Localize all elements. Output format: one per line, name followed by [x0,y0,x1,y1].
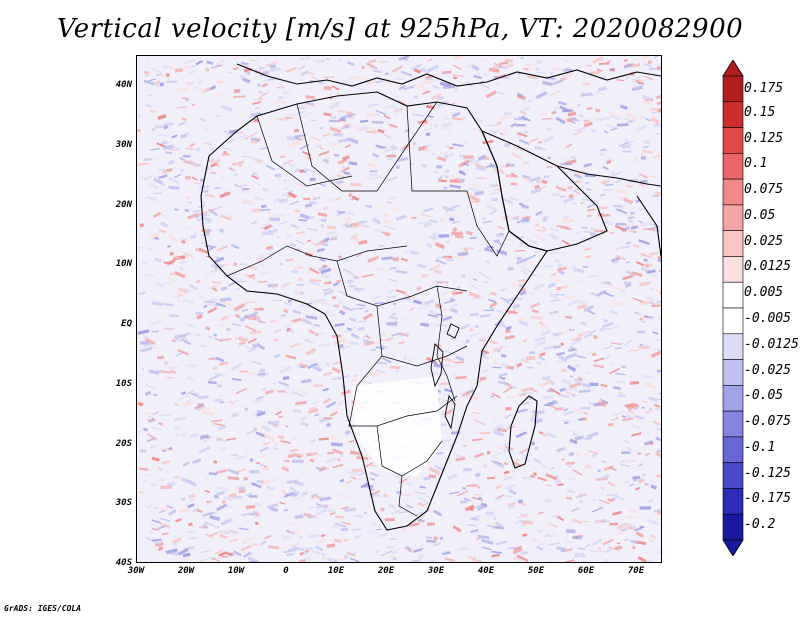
colorbar-label: 0.125 [744,130,784,146]
colorbar-label: 0.075 [744,182,784,198]
colorbar-label: -0.05 [744,388,784,404]
colorbar-min-arrow [722,539,744,556]
lat-tick-label: 40S [115,558,132,568]
colorbar-label: 0.0125 [744,259,791,275]
colorbar-label: 0.175 [744,81,784,96]
lat-tick-label: 10S [115,378,132,389]
lat-tick-label: EQ [121,319,132,329]
colorbar-segment [722,385,744,412]
lat-tick-label: 30N [115,139,132,150]
lon-tick-label: 20W [177,566,195,576]
grads-credit: GrADS: IGES/COLA [4,604,82,613]
lon-tick-label: 30W [127,566,145,576]
colorbar-segment [722,307,744,335]
colorbar-label: 0.05 [744,207,776,223]
lat-tick-label: 10N [115,259,132,270]
colorbar-label: 0.1 [744,156,768,172]
lat-tick-label: 30S [115,498,132,509]
lon-tick-label: 20E [377,566,395,576]
colorbar-label: 0.025 [744,233,784,249]
colorbar-label: 0.005 [744,285,784,301]
colorbar-segment [722,230,744,257]
colorbar-label: -0.1 [744,439,776,455]
lakes [430,323,460,430]
coastline [200,63,661,531]
colorbar-segment [722,101,744,128]
country-borders [226,101,510,517]
colorbar-segment [722,436,744,463]
colorbar-segment [722,488,744,515]
lon-tick-label: 60E [577,566,595,576]
colorbar-label: -0.075 [744,414,791,430]
lat-tick-label: 20N [115,199,132,210]
colorbar-segment [722,281,744,309]
colorbar-segment [722,178,744,206]
colorbar-segment [722,127,744,154]
lat-tick-label: 40N [115,80,132,90]
lon-tick-label: 40E [477,566,495,576]
colorbar-label: -0.025 [744,362,791,378]
colorbar-segment [722,256,744,283]
colorbar-label: -0.2 [744,517,776,533]
lon-tick-label: 0 [283,566,289,576]
colorbar [722,60,744,556]
colorbar-segment [722,410,744,438]
velocity-field-texture [137,56,661,562]
lon-tick-label: 50E [527,566,545,576]
lon-tick-label: 70E [627,566,645,576]
colorbar-label: -0.005 [744,311,791,326]
colorbar-max-arrow [722,60,744,77]
colorbar-label: 0.15 [744,104,776,120]
map-panel [136,55,662,563]
colorbar-segment [722,333,744,360]
colorbar-label: -0.175 [744,491,791,507]
lon-tick-label: 30E [427,566,445,576]
colorbar-label: -0.125 [744,465,791,481]
colorbar-segment [722,513,744,541]
lon-tick-label: 10E [327,566,345,576]
lon-tick-label: 10W [227,566,245,576]
colorbar-label: -0.0125 [744,336,799,352]
colorbar-segment [722,75,744,103]
colorbar-segment [722,153,744,180]
colorbar-segment [722,462,744,489]
lat-tick-label: 20S [115,438,132,449]
velocity-field-map [137,56,661,562]
colorbar-segment [722,359,744,386]
colorbar-segment [722,204,744,231]
map-title: Vertical velocity [m/s] at 925hPa, VT: 2… [56,14,744,44]
